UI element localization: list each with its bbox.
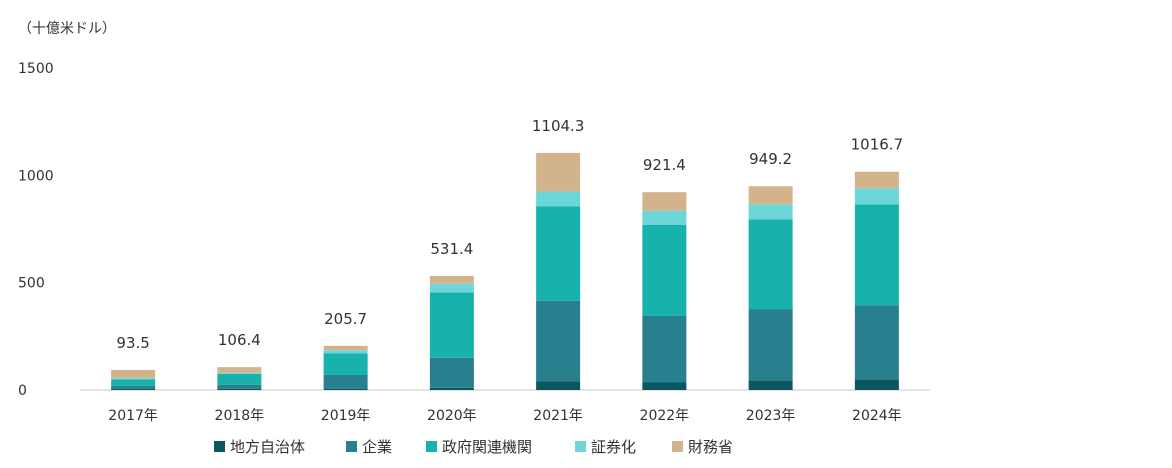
x-tick-label: 2020年: [427, 408, 477, 424]
bar-segment: [429, 283, 474, 293]
x-tick-label: 2022年: [640, 408, 690, 424]
bar-segment: [217, 373, 262, 385]
total-value-label: 205.7: [324, 310, 367, 328]
legend-swatch: [346, 441, 357, 452]
bar-segment: [748, 309, 793, 381]
bar-segment: [642, 224, 687, 316]
total-labels: 93.5 106.4 205.7 531.4 1104.3 921.4 949.2 1016.…: [116, 117, 903, 352]
total-value-label: 93.5: [116, 334, 149, 352]
bar-segment: [323, 345, 368, 351]
y-axis: 0 500 1000 1500: [18, 61, 54, 399]
total-value-label: 1104.3: [532, 117, 585, 135]
y-tick-label: 1000: [18, 168, 54, 184]
bar-segment: [217, 367, 262, 373]
bar-segment: [748, 186, 793, 205]
bar-segment: [111, 379, 156, 386]
bar-segment: [642, 315, 687, 383]
bar-segment: [429, 275, 474, 284]
unit-label: （十億米ドル）: [18, 21, 116, 37]
bar-segment: [748, 204, 793, 220]
bar-segment: [854, 188, 899, 205]
bar-segment: [111, 385, 156, 389]
legend-swatch: [214, 441, 225, 452]
y-tick-label: 1500: [18, 61, 54, 77]
bar-segment: [217, 384, 262, 389]
bar-segment: [217, 372, 262, 374]
x-tick-label: 2018年: [215, 408, 265, 424]
legend: 地方自治体 企業 政府関連機関 証券化 財務省: [214, 438, 733, 456]
bar-segment: [854, 379, 899, 390]
bar-segment: [111, 388, 156, 390]
bar-segment: [111, 378, 156, 380]
legend-swatch: [672, 441, 683, 452]
bar-segment: [854, 305, 899, 380]
x-tick-label: 2017年: [108, 408, 158, 424]
x-tick-label: 2021年: [533, 408, 583, 424]
bar-segment: [642, 192, 687, 211]
y-tick-label: 500: [18, 276, 45, 292]
bar-segment: [429, 292, 474, 358]
total-value-label: 921.4: [643, 156, 686, 174]
bar-segment: [748, 219, 793, 310]
bar-segment: [854, 204, 899, 306]
legend-label: 企業: [362, 438, 392, 456]
legend-label: 財務省: [688, 438, 733, 456]
bar-segment: [748, 380, 793, 390]
bar-segment: [536, 152, 581, 192]
total-value-label: 106.4: [218, 331, 261, 349]
bar-segment: [323, 374, 368, 389]
x-axis: 2017年 2018年 2019年 2020年 2021年 2022年 2023年 2024年: [108, 408, 901, 424]
x-tick-label: 2023年: [746, 408, 796, 424]
y-tick-label: 0: [18, 383, 27, 399]
bar-segment: [642, 210, 687, 225]
bar-segment: [536, 191, 581, 207]
total-value-label: 949.2: [749, 150, 792, 168]
total-value-label: 531.4: [430, 240, 473, 258]
bar-segment: [536, 381, 581, 390]
bar-segment: [854, 171, 899, 189]
legend-label: 地方自治体: [230, 438, 305, 456]
bar-segment: [536, 206, 581, 301]
x-tick-label: 2019年: [321, 408, 371, 424]
legend-label: 政府関連機関: [442, 438, 532, 456]
legend-swatch: [575, 441, 586, 452]
bar-segment: [536, 300, 581, 382]
bars-group: [111, 152, 899, 390]
total-value-label: 1016.7: [851, 136, 904, 154]
bar-segment: [429, 387, 474, 390]
bar-segment: [323, 388, 368, 390]
legend-swatch: [426, 441, 437, 452]
bar-segment: [217, 388, 262, 390]
bar-segment: [323, 350, 368, 354]
x-tick-label: 2024年: [852, 408, 902, 424]
bar-segment: [323, 353, 368, 375]
legend-label: 証券化: [591, 438, 636, 456]
bar-segment: [111, 369, 156, 379]
bar-segment: [429, 357, 474, 388]
bar-segment: [642, 382, 687, 390]
